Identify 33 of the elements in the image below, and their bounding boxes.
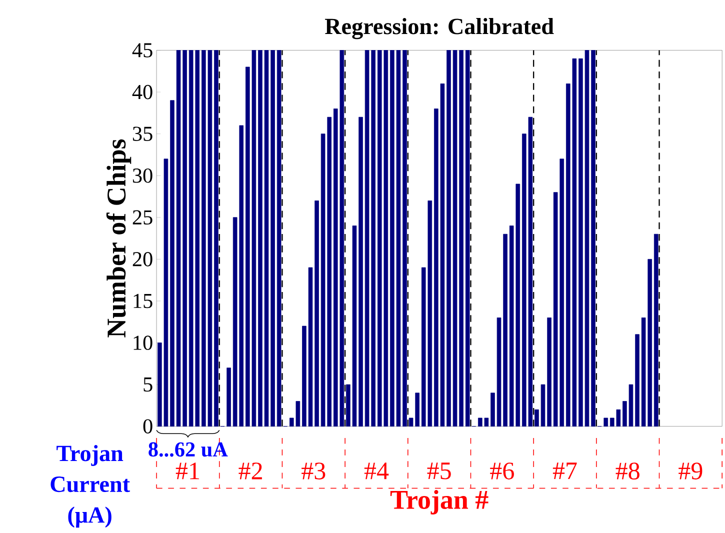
bar — [402, 50, 407, 427]
y-tick-label: 15 — [134, 294, 152, 308]
bar — [654, 234, 658, 427]
x-tick-label: #9 — [678, 462, 702, 480]
x-tick-label: #6 — [490, 462, 514, 480]
x-tick-label: #8 — [616, 462, 640, 480]
x-tick-label: #7 — [552, 462, 577, 480]
text: 8...62 uA — [148, 442, 228, 457]
bar — [465, 50, 470, 427]
text: Trojan Current (μA) — [50, 445, 130, 528]
y-tick-label: 5 — [144, 378, 152, 392]
y-tick-label: 25 — [132, 210, 152, 225]
y-tick-label: 40 — [132, 85, 152, 100]
y-tick-label: 20 — [132, 252, 152, 267]
bar — [604, 418, 608, 427]
bar — [170, 100, 174, 427]
x-tick-label: #4 — [364, 462, 389, 480]
bar — [226, 368, 231, 427]
bar — [214, 50, 218, 427]
x-tick-label: #3 — [302, 462, 326, 480]
y-tick-label: 10 — [134, 336, 152, 350]
y-axis-title: Number of Chips — [106, 140, 132, 338]
x-tick-label: #2 — [238, 462, 262, 480]
x-tick-label: #5 — [427, 462, 451, 480]
bar — [446, 50, 451, 427]
bar — [276, 50, 282, 427]
y-tick-label: 45 — [132, 43, 152, 58]
y-tick-label: 35 — [132, 126, 152, 142]
chart-title: Regression: Calibrated — [325, 18, 554, 40]
x-tick-label: #1 — [176, 462, 199, 480]
y-tick-label: 30 — [132, 168, 152, 183]
y-tick-label: 0 — [143, 419, 152, 434]
x-axis-title: Trojan # — [390, 490, 488, 515]
